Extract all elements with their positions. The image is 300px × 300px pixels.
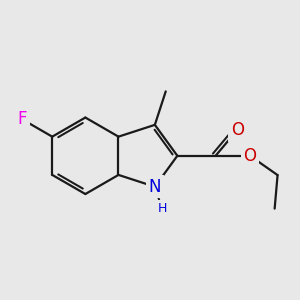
Text: O: O [231,121,244,139]
Text: F: F [18,110,27,128]
Text: H: H [157,202,167,215]
Text: N: N [148,178,161,196]
Text: O: O [244,147,256,165]
